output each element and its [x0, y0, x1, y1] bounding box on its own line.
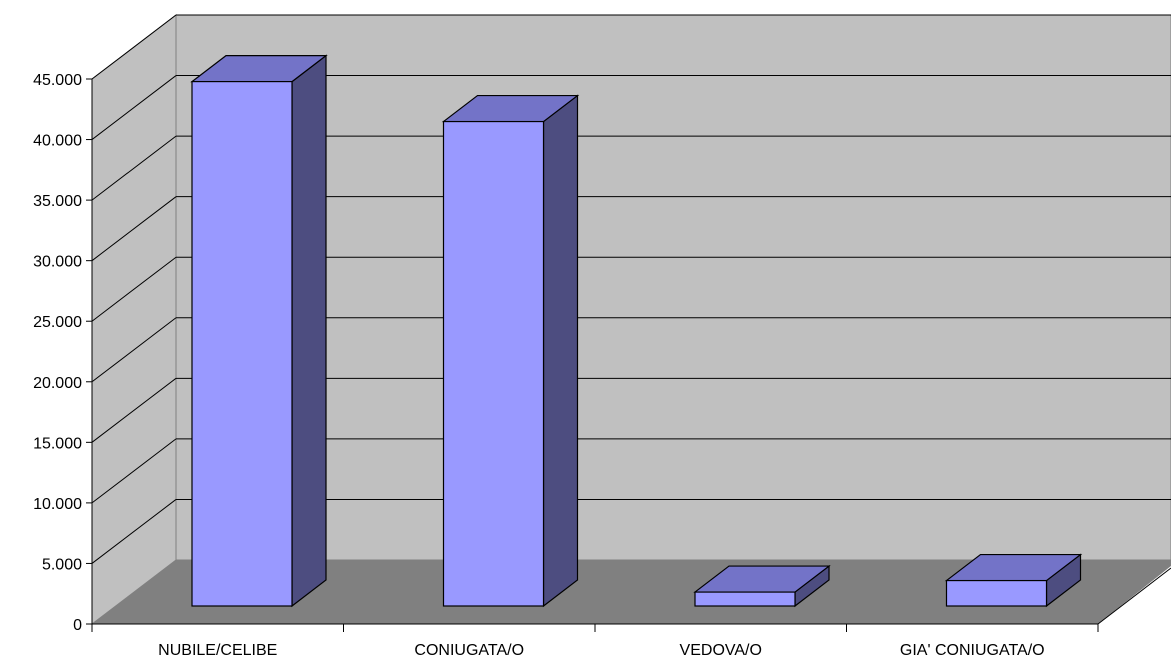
y-tick-label: 15.000: [33, 435, 82, 452]
gridline-side: [91, 438, 177, 504]
gridline-side: [91, 499, 177, 564]
floor-edge: [1097, 567, 1171, 625]
y-tick-label: 0: [73, 617, 82, 634]
axes: [86, 78, 1099, 632]
y-tick-label: 5.000: [42, 556, 82, 573]
gridline-side: [91, 14, 177, 80]
bar-side: [542, 94, 579, 608]
bar: [693, 564, 831, 608]
gridline-side: [91, 256, 177, 322]
bar-front: [945, 579, 1048, 607]
gridline-side: [91, 377, 177, 443]
bars: [190, 54, 1083, 608]
y-tick-label: 30.000: [33, 254, 82, 271]
x-tick-label: NUBILE/CELIBE: [158, 642, 277, 659]
x-tick-label: GIA' CONIUGATA/O: [900, 642, 1045, 659]
y-tick-label: 40.000: [33, 133, 82, 150]
gridline-side: [91, 196, 177, 262]
y-tick-label: 45.000: [33, 72, 82, 89]
bar: [190, 54, 328, 608]
side-wall: [91, 13, 177, 626]
gridline-side: [91, 135, 177, 201]
bar: [944, 553, 1083, 608]
bar-front: [442, 120, 545, 607]
gridline-side: [91, 75, 177, 140]
bar-front: [694, 591, 796, 607]
axis-labels: 0 5.000 10.000 15.000 20.000 25.000 30.000 35.0…: [33, 72, 1045, 659]
gridlines: [91, 14, 1171, 564]
floor: [92, 560, 1171, 624]
bar-front: [191, 80, 293, 607]
y-tick-label: 20.000: [33, 375, 82, 392]
y-tick-label: 35.000: [33, 193, 82, 210]
y-tick-label: 10.000: [33, 496, 82, 513]
chart-walls: [91, 13, 1171, 626]
x-tick-label: CONIUGATA/O: [414, 642, 524, 659]
bar: [441, 94, 580, 608]
gridline-side: [91, 317, 177, 383]
x-tick-label: VEDOVA/O: [680, 642, 762, 659]
bar-side: [291, 54, 327, 608]
y-tick-label: 25.000: [33, 314, 82, 331]
